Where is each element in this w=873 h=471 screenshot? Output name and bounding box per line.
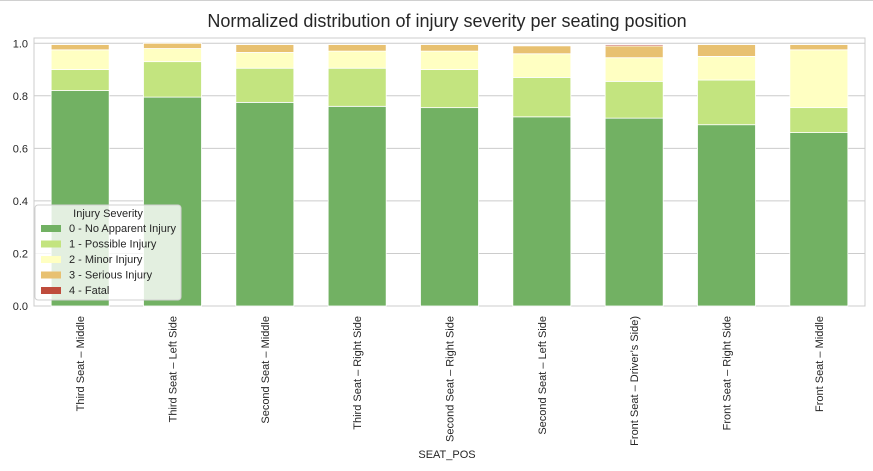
bar-segment [420, 44, 479, 52]
bar-segment [50, 49, 110, 70]
y-tick-label: 0.6 [13, 143, 28, 155]
x-tick-label: Front Seat – Middle [814, 316, 826, 412]
x-tick-labels: Third Seat – Middle Third Seat – Left Sid… [75, 316, 826, 446]
legend-label: 0 - No Apparent Injury [69, 223, 177, 235]
bar-segment [789, 107, 849, 133]
chart-title: Normalized distribution of injury severi… [207, 11, 686, 31]
legend-label: 4 - Fatal [69, 285, 109, 297]
legend-swatch [41, 240, 61, 248]
bar-segment [697, 79, 756, 126]
legend-swatch [41, 271, 61, 279]
bar-segment [789, 44, 849, 51]
bar-segment [327, 50, 387, 69]
bar-segment [512, 45, 572, 55]
legend-swatch [41, 256, 61, 263]
top-divider [0, 0, 873, 1]
y-tick-label: 0.8 [13, 91, 28, 103]
bar-segment [235, 52, 295, 69]
bar-segment [420, 69, 479, 109]
bar-segment [697, 44, 756, 57]
legend-box [34, 204, 182, 301]
bar-segment [604, 117, 664, 307]
y-tick-label: 1.0 [13, 38, 28, 50]
y-tick-labels: 0.0 0.2 0.4 0.6 0.8 1.0 [13, 38, 28, 313]
x-tick-label: Second Seat – Left Side [537, 316, 549, 435]
legend-label: 3 - Serious Injury [69, 270, 153, 282]
bar-segment [235, 44, 295, 53]
bar-segment [143, 48, 202, 63]
bar-segment [143, 42, 202, 49]
bar-segment [50, 69, 110, 91]
bar-segment [697, 124, 756, 307]
legend-label: 2 - Minor Injury [69, 254, 143, 266]
bar-segment [327, 67, 387, 107]
y-tick-label: 0.0 [13, 301, 28, 313]
legend-swatch [41, 287, 61, 294]
bar-segment [143, 61, 202, 98]
bar-segment [512, 77, 572, 118]
legend-swatch [41, 225, 61, 232]
bar-segment [697, 55, 756, 81]
bar-segment [604, 44, 664, 47]
x-tick-label: Front Seat – Right Side [722, 316, 734, 430]
x-tick-label: Second Seat – Middle [260, 316, 272, 424]
bar-segment [604, 45, 664, 59]
bar-segment [789, 49, 849, 109]
bar-segment [50, 44, 110, 51]
x-tick-label: Third Seat – Right Side [352, 316, 364, 430]
x-tick-label: Front Seat – Driver’s Side) [629, 316, 641, 446]
bar-segment [512, 116, 572, 307]
bar-segment [327, 105, 387, 307]
legend-label: 1 - Possible Injury [69, 239, 157, 251]
y-tick-label: 0.4 [13, 196, 28, 208]
legend-items: 0 - No Apparent Injury 1 - Possible Injur… [41, 223, 177, 297]
x-tick-label: Second Seat – Right Side [445, 316, 457, 442]
bar-segment [789, 132, 849, 307]
bar-segment [604, 57, 664, 82]
bar-segment [327, 44, 387, 52]
x-axis-label: SEAT_POS [418, 449, 475, 461]
bar-segment [604, 80, 664, 119]
bar-segment [235, 67, 295, 103]
bar-segment [235, 101, 295, 307]
bar-segment [512, 53, 572, 78]
legend-title: Injury Severity [73, 208, 143, 220]
x-tick-label: Third Seat – Left Side [168, 316, 180, 422]
bar-segment [420, 107, 479, 307]
y-tick-label: 0.2 [13, 248, 28, 260]
legend: Injury Severity 0 - No Apparent Injury 1 … [34, 204, 182, 301]
bar-segment [420, 50, 479, 70]
x-tick-label: Third Seat – Middle [75, 316, 87, 411]
